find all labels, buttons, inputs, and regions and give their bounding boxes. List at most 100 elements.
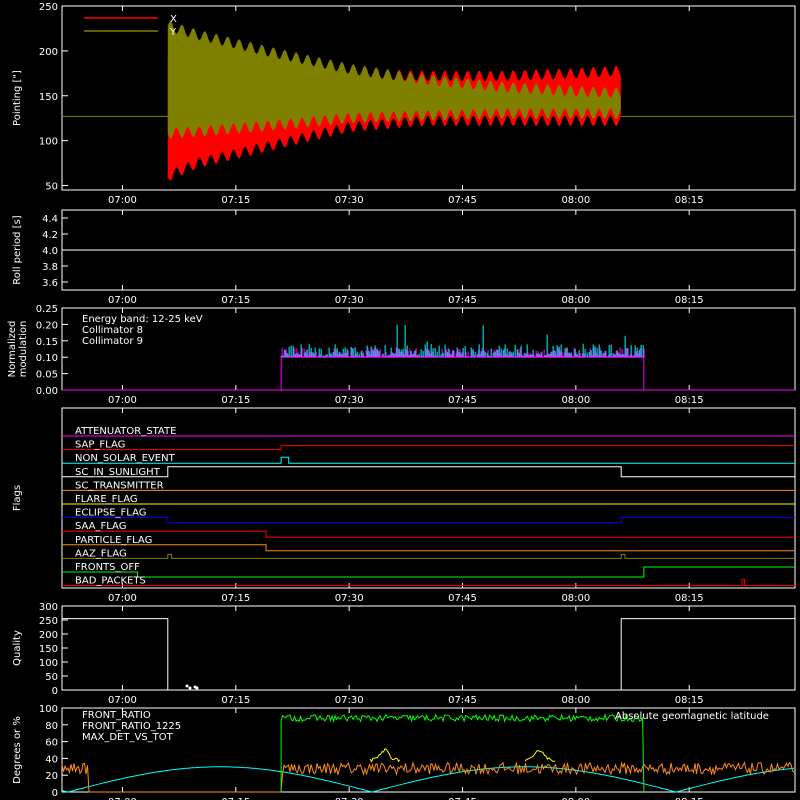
x-tick-label: 07:30 — [335, 195, 364, 206]
x-tick-label: 08:15 — [675, 593, 704, 604]
y-tick-label: 80 — [45, 721, 58, 732]
y-axis-label: Quality — [12, 630, 23, 666]
flag-line-aaz_flag — [62, 553, 795, 559]
flag-line-sc_in_sunlight — [62, 466, 795, 478]
x-tick-label: 08:15 — [675, 295, 704, 306]
x-tick-label: 08:00 — [561, 395, 590, 406]
flag-label-sc_transmitter: SC_TRANSMITTER — [75, 480, 164, 491]
y-axis-label: Pointing ["] — [12, 70, 23, 126]
y-tick-label: 0.00 — [36, 386, 58, 397]
legend-front_ratio_1225: FRONT_RATIO_1225 — [82, 721, 181, 732]
geomagnetic-latitude-line — [61, 766, 795, 793]
pointing-band-y — [167, 21, 621, 139]
y-tick-label: 50 — [45, 672, 58, 683]
x-tick-label: 07:15 — [221, 695, 250, 706]
front-ratio-line — [369, 747, 401, 763]
y-tick-label: 100 — [39, 658, 58, 669]
flag-line-bad_packets — [62, 579, 795, 587]
x-tick-label: 07:15 — [221, 797, 250, 800]
x-tick-label: 07:15 — [221, 295, 250, 306]
y-tick-label: 40 — [45, 754, 58, 765]
x-tick-label: 07:45 — [448, 593, 477, 604]
x-tick-label: 07:15 — [221, 593, 250, 604]
x-tick-label: 08:15 — [675, 695, 704, 706]
quality-point — [195, 686, 199, 690]
x-tick-label: 07:30 — [335, 797, 364, 800]
front-ratio-1225-line — [280, 713, 645, 793]
legend-label-x: X — [170, 14, 177, 25]
x-tick-label: 08:00 — [561, 797, 590, 800]
x-tick-label: 07:30 — [335, 295, 364, 306]
flag-label-attenuator_state: ATTENUATOR_STATE — [75, 426, 176, 437]
y-tick-label: 0.15 — [36, 337, 58, 348]
panel-frame-3 — [61, 407, 796, 589]
flag-label-flare_flag: FLARE_FLAG — [75, 494, 138, 505]
y-tick-label: 200 — [39, 47, 58, 58]
x-tick-label: 07:45 — [448, 295, 477, 306]
quality-line — [62, 618, 795, 691]
x-tick-label: 08:00 — [561, 695, 590, 706]
legend-max_det_vs_tot: MAX_DET_VS_TOT — [82, 732, 174, 743]
x-tick-label: 07:45 — [448, 695, 477, 706]
x-tick-label: 08:15 — [675, 797, 704, 800]
modulation-annotation: Energy band: 12-25 keV — [82, 314, 203, 325]
x-tick-label: 08:15 — [675, 395, 704, 406]
y-tick-label: 20 — [45, 771, 58, 782]
y-tick-label: 3.8 — [42, 262, 58, 273]
y-tick-label: 4.0 — [42, 246, 58, 257]
y-tick-label: 0.25 — [36, 304, 58, 315]
y-axis-label: modulation — [18, 321, 29, 378]
quality-point — [185, 684, 189, 688]
x-tick-label: 07:15 — [221, 195, 250, 206]
x-tick-label: 07:30 — [335, 695, 364, 706]
x-tick-label: 07:00 — [108, 195, 137, 206]
legend-front_ratio: FRONT_RATIO — [82, 710, 151, 721]
y-tick-label: 250 — [39, 616, 58, 627]
flag-line-sap_flag — [62, 445, 795, 451]
x-tick-label: 07:30 — [335, 593, 364, 604]
y-tick-label: 250 — [39, 2, 58, 13]
y-tick-label: 0 — [52, 788, 58, 799]
x-tick-label: 08:00 — [561, 195, 590, 206]
x-tick-label: 08:00 — [561, 593, 590, 604]
flag-label-non_solar_event: NON_SOLAR_EVENT — [75, 453, 176, 464]
flag-line-fronts_off — [62, 566, 795, 578]
y-tick-label: 3.6 — [42, 278, 58, 289]
x-tick-label: 08:00 — [561, 295, 590, 306]
x-tick-label: 07:30 — [335, 395, 364, 406]
front-ratio-line — [524, 750, 556, 763]
flag-label-particle_flag: PARTICLE_FLAG — [75, 535, 152, 546]
modulation-annotation: Collimator 9 — [82, 336, 143, 347]
x-tick-label: 07:15 — [221, 395, 250, 406]
quality-point — [188, 686, 192, 690]
flag-label-sap_flag: SAP_FLAG — [75, 440, 125, 451]
y-tick-label: 200 — [39, 630, 58, 641]
x-tick-label: 07:45 — [448, 395, 477, 406]
flag-label-eclipse_flag: ECLIPSE_FLAG — [75, 508, 146, 519]
x-tick-label: 08:15 — [675, 195, 704, 206]
y-tick-label: 4.2 — [42, 230, 58, 241]
flag-line-saa_flag — [62, 530, 795, 538]
flag-label-bad_packets: BAD_PACKETS — [75, 576, 146, 587]
x-tick-label: 07:00 — [108, 593, 137, 604]
y-tick-label: 100 — [39, 137, 58, 148]
y-tick-label: 4.4 — [42, 214, 58, 225]
flag-label-sc_in_sunlight: SC_IN_SUNLIGHT — [75, 467, 161, 478]
flag-line-non_solar_event — [62, 456, 795, 464]
y-axis-label: Roll period [s] — [12, 215, 23, 284]
panel-frame-0 — [61, 5, 796, 191]
flag-label-aaz_flag: AAZ_FLAG — [75, 548, 127, 559]
y-axis-label: Normalized — [7, 321, 18, 378]
x-tick-label: 07:00 — [108, 797, 137, 800]
x-tick-label: 07:45 — [448, 797, 477, 800]
flag-label-fronts_off: FRONTS_OFF — [75, 562, 140, 573]
y-tick-label: 150 — [39, 92, 58, 103]
y-tick-label: 0.05 — [36, 370, 58, 381]
flag-line-eclipse_flag — [62, 517, 795, 524]
x-tick-label: 07:00 — [108, 295, 137, 306]
geomagnetic-annotation: Absolute geomagnetic latitude — [615, 711, 769, 722]
y-axis-label: Degrees or % — [12, 716, 23, 784]
flag-label-saa_flag: SAA_FLAG — [75, 521, 126, 532]
max-det-line — [61, 761, 795, 793]
